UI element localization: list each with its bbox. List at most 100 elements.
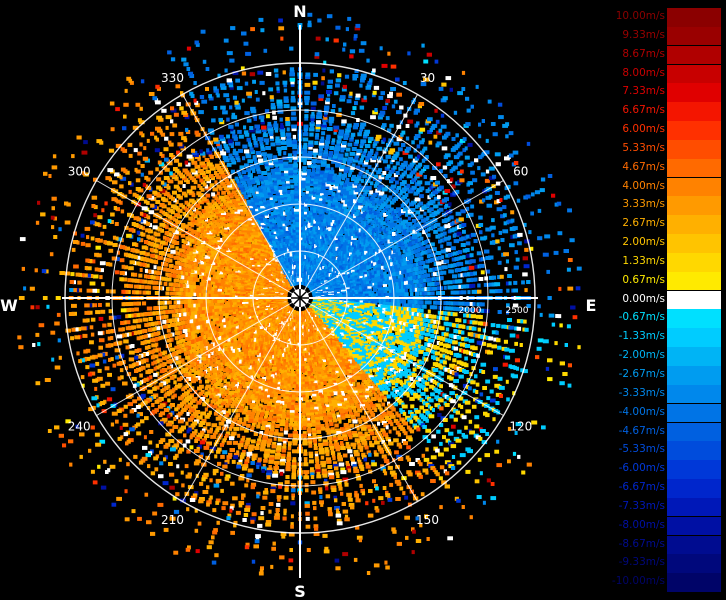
velocity-cell	[441, 331, 447, 336]
velocity-cell	[384, 459, 390, 463]
velocity-cell	[429, 384, 434, 389]
velocity-cell	[367, 273, 372, 278]
velocity-cell	[302, 153, 308, 158]
velocity-cell	[443, 332, 449, 337]
velocity-cell	[380, 91, 385, 96]
velocity-cell	[423, 357, 429, 362]
velocity-cell	[323, 171, 330, 176]
velocity-cell	[312, 80, 318, 85]
velocity-cell	[540, 177, 546, 182]
velocity-cell	[462, 148, 467, 153]
velocity-cell	[338, 186, 342, 191]
velocity-cell	[396, 340, 403, 345]
velocity-cell	[373, 206, 377, 211]
velocity-cell	[374, 197, 380, 202]
velocity-cell	[386, 164, 391, 169]
velocity-cell	[456, 284, 460, 289]
velocity-cell	[503, 221, 507, 226]
velocity-cell	[457, 142, 461, 147]
velocity-cell	[407, 276, 413, 281]
velocity-cell	[355, 344, 361, 349]
velocity-cell	[401, 292, 407, 297]
velocity-cell	[313, 224, 318, 229]
velocity-cell	[451, 424, 456, 429]
velocity-cell	[387, 234, 394, 239]
velocity-cell	[310, 177, 315, 182]
velocity-cell	[352, 158, 359, 163]
velocity-cell	[346, 224, 350, 229]
velocity-cell	[405, 435, 412, 440]
velocity-cell	[440, 392, 444, 396]
velocity-cell	[377, 284, 383, 289]
velocity-cell	[338, 203, 344, 208]
velocity-cell	[356, 201, 363, 206]
velocity-cell	[477, 327, 481, 332]
velocity-cell	[345, 128, 351, 133]
velocity-cell	[395, 289, 402, 294]
velocity-cell	[449, 351, 453, 356]
velocity-cell	[462, 434, 469, 439]
velocity-cell	[336, 373, 340, 378]
velocity-cell	[387, 128, 392, 133]
velocity-cell	[364, 395, 369, 400]
velocity-cell	[439, 226, 446, 231]
velocity-cell	[311, 238, 318, 242]
velocity-cell	[346, 186, 352, 191]
velocity-cell	[390, 358, 396, 363]
velocity-cell	[333, 91, 339, 96]
velocity-cell	[414, 239, 419, 243]
velocity-cell	[364, 293, 371, 298]
velocity-cell	[419, 360, 425, 365]
velocity-cell	[325, 142, 329, 147]
velocity-cell	[555, 314, 559, 318]
velocity-cell	[357, 406, 361, 411]
velocity-cell	[459, 160, 464, 165]
velocity-cell	[362, 205, 369, 210]
velocity-cell	[337, 194, 344, 199]
velocity-cell	[369, 403, 376, 408]
velocity-cell	[300, 223, 305, 228]
velocity-cell	[329, 186, 334, 190]
velocity-cell	[321, 160, 327, 165]
velocity-cell	[302, 158, 307, 163]
velocity-cell	[417, 460, 421, 465]
velocity-cell	[467, 189, 472, 194]
velocity-cell	[453, 329, 457, 333]
velocity-cell	[302, 168, 307, 173]
velocity-cell	[333, 38, 339, 43]
velocity-cell	[510, 365, 516, 370]
velocity-cell	[415, 271, 419, 276]
velocity-cell	[358, 205, 365, 210]
velocity-cell	[365, 247, 370, 252]
velocity-cell	[367, 205, 374, 210]
velocity-cell	[362, 322, 368, 327]
velocity-cell	[402, 249, 407, 254]
velocity-cell	[468, 338, 475, 343]
velocity-cell	[453, 251, 457, 256]
velocity-cell	[357, 258, 362, 263]
velocity-cell	[367, 310, 371, 315]
velocity-cell	[495, 239, 500, 244]
velocity-cell	[367, 288, 373, 293]
velocity-cell	[373, 332, 377, 337]
velocity-cell	[440, 238, 445, 243]
velocity-cell	[504, 324, 508, 329]
velocity-cell	[331, 256, 336, 261]
velocity-cell	[410, 355, 415, 360]
velocity-cell	[307, 12, 313, 17]
velocity-cell	[311, 169, 315, 174]
velocity-cell	[398, 278, 402, 283]
velocity-cell	[392, 426, 397, 431]
velocity-cell	[485, 432, 490, 436]
velocity-cell	[398, 400, 404, 405]
velocity-cell	[360, 141, 365, 146]
velocity-cell	[468, 386, 472, 391]
velocity-cell	[395, 309, 401, 314]
velocity-cell	[348, 94, 353, 99]
velocity-cell	[429, 277, 433, 282]
velocity-cell	[304, 194, 310, 199]
velocity-cell	[422, 283, 426, 287]
velocity-cell	[348, 156, 354, 161]
velocity-cell	[383, 341, 387, 346]
velocity-cell	[403, 261, 409, 266]
